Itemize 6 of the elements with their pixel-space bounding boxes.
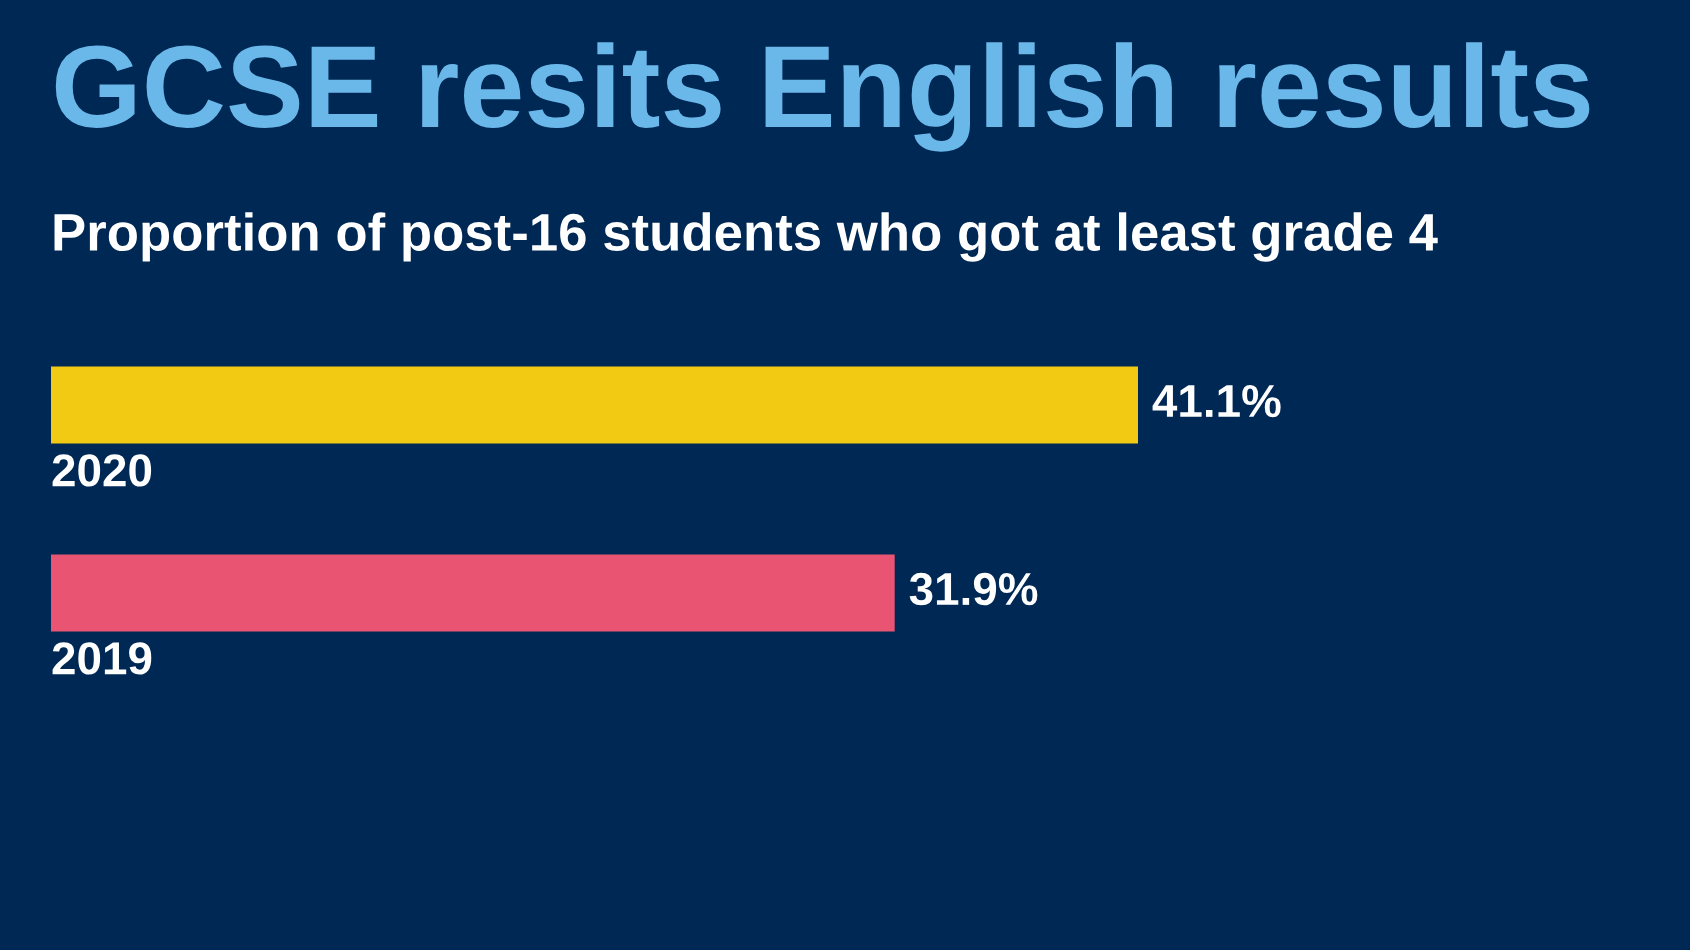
y-tick-label: 2020 xyxy=(52,454,152,487)
y-tick-label: 2019 xyxy=(52,642,152,675)
data-label: 41.1% xyxy=(1152,384,1281,418)
chart-title: GCSE resits English results xyxy=(55,42,1590,152)
data-label: 31.9% xyxy=(909,572,1038,606)
chart-subtitle: Proportion of post-16 students who got at least grade 4 xyxy=(54,212,1438,262)
